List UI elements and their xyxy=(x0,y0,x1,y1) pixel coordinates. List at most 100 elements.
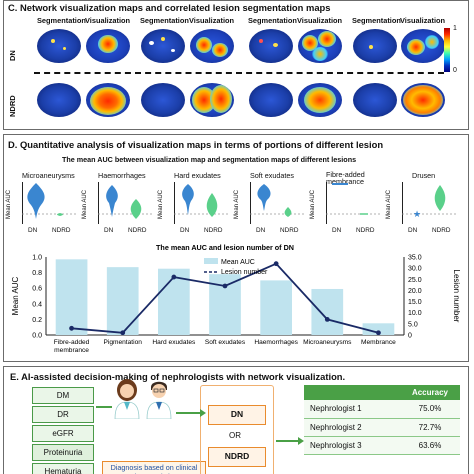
violin-plot xyxy=(326,183,382,215)
x-tick-label: membrance xyxy=(54,347,89,354)
mini-chart-xlabel-ndrd: NDRD xyxy=(52,227,71,234)
mini-chart-title: Drusen xyxy=(412,171,436,180)
option-dn: DN xyxy=(208,405,266,425)
accuracy-table: Accuracy Nephrologist 1 75.0% Nephrologi… xyxy=(304,385,460,455)
dn-segmentation-map xyxy=(353,29,397,63)
mini-chart-drusen: Drusen Mean AUC ★ DN NDRD xyxy=(386,171,460,241)
legend-bar-swatch xyxy=(204,258,218,264)
ndrd-visualization-map xyxy=(190,83,234,117)
mini-chart-title: Soft exudates xyxy=(250,171,294,180)
y-tick-label-right: 5.0 xyxy=(408,321,418,328)
table-row: Nephrologist 1 75.0% xyxy=(304,400,460,419)
bar xyxy=(55,259,88,335)
mini-chart-xlabel-ndrd: NDRD xyxy=(432,227,451,234)
panel-e: E. AI-assisted decision-making of nephro… xyxy=(3,366,469,474)
mini-chart-title: Haemorrhages xyxy=(98,171,146,180)
mini-chart-title: Fibre-added membrance xyxy=(326,170,365,186)
col-label: Visualization xyxy=(400,16,446,25)
y-tick-label-right: 15.0 xyxy=(408,299,422,306)
panel-c: C. Network visualization maps and correl… xyxy=(3,0,469,130)
x-tick-label: Hard exudates xyxy=(152,339,196,346)
violin-plot: ★ xyxy=(402,185,458,220)
colorbar-min-label: 0 xyxy=(453,67,457,74)
y-tick-label-left: 0.6 xyxy=(32,286,42,293)
y-tick-label-right: 0 xyxy=(408,333,412,340)
y-tick-label-right: 30.0 xyxy=(408,266,422,273)
mini-chart-xlabel-ndrd: NDRD xyxy=(356,227,375,234)
table-header-cell: Accuracy xyxy=(399,385,460,400)
bar xyxy=(362,323,395,335)
y-tick-label-left: 0.2 xyxy=(32,317,42,324)
line-point xyxy=(69,325,74,331)
feature-box: Proteinuria xyxy=(32,444,94,461)
nephrologist-name: Nephrologist 1 xyxy=(304,400,400,419)
panel-d-subtitle: The mean AUC between visualization map a… xyxy=(62,155,357,164)
legend-bar-label: Mean AUC xyxy=(221,259,255,266)
row-label-ndrd: NDRD xyxy=(8,95,17,117)
mini-chart-microaneurysms: Microaneurysms Mean AUC DN NDRD xyxy=(6,171,80,241)
accuracy-value: 75.0% xyxy=(399,400,460,419)
legend-line-label: Lesion number xyxy=(221,269,268,276)
mini-chart-axis xyxy=(174,182,230,224)
mini-chart-xlabel-ndrd: NDRD xyxy=(128,227,147,234)
dn-visualization-map xyxy=(298,29,342,63)
panel-e-title: E. AI-assisted decision-making of nephro… xyxy=(10,371,346,382)
clinical-feature-list: DM DR eGFR Proteinuria Hematuria xyxy=(32,387,94,474)
mini-chart-xlabel-ndrd: NDRD xyxy=(280,227,299,234)
nephrologist-name: Nephrologist 3 xyxy=(304,436,400,455)
feature-box: DR xyxy=(32,406,94,423)
diagnosis-options-frame xyxy=(200,385,274,474)
mini-chart-xlabel-ndrd: NDRD xyxy=(204,227,223,234)
col-label: Segmentation xyxy=(37,16,86,25)
y-tick-label-right: 20.0 xyxy=(408,288,422,295)
ndrd-visualization-map xyxy=(401,83,445,117)
female-doctor-icon xyxy=(114,379,140,419)
x-tick-label: Pigmentation xyxy=(103,339,142,346)
y-tick-label-left: 0.4 xyxy=(32,301,42,308)
mini-chart-xlabel-dn: DN xyxy=(256,227,266,234)
ndrd-segmentation-map xyxy=(249,83,293,117)
mini-chart-axis xyxy=(22,182,78,224)
colorbar-max-label: 1 xyxy=(453,25,457,32)
bar xyxy=(106,267,139,335)
y-tick-label-right: 10.0 xyxy=(408,310,422,317)
chart-title: The mean AUC and lesion number of DN xyxy=(156,243,294,252)
mini-chart-axis xyxy=(402,182,458,224)
ndrd-segmentation-map xyxy=(353,83,397,117)
colorbar xyxy=(444,28,450,72)
x-tick-label: Haemorrhages xyxy=(254,339,298,346)
violin-plot xyxy=(98,185,154,219)
dn-segmentation-map xyxy=(37,29,81,63)
line-point xyxy=(171,274,177,280)
table-row: Nephrologist 2 72.7% xyxy=(304,418,460,437)
col-label: Visualization xyxy=(189,16,235,25)
dn-visualization-map xyxy=(401,29,445,63)
y-tick-label-left: 0.8 xyxy=(32,270,42,277)
feature-box: eGFR xyxy=(32,425,94,442)
diagnosis-note-box: Diagnosis based on clinical characterist… xyxy=(102,461,206,474)
bar xyxy=(260,280,292,335)
panel-d-title: D. Quantitative analysis of visualizatio… xyxy=(8,139,384,150)
x-tick-label: Fibre-added xyxy=(54,339,90,346)
mini-chart-title: Hard exudates xyxy=(174,171,221,180)
dashed-divider xyxy=(34,72,444,74)
mini-chart-axis xyxy=(98,182,154,224)
line-point xyxy=(324,317,330,322)
y-tick-label-right: 25.0 xyxy=(408,277,422,284)
col-label: Segmentation xyxy=(248,16,297,25)
mini-chart-axis xyxy=(326,182,382,224)
panel-c-title: C. Network visualization maps and correl… xyxy=(8,2,331,13)
y-tick-label-left: 0.0 xyxy=(32,333,42,340)
dn-segmentation-map xyxy=(141,29,185,63)
combined-bar-line-chart: The mean AUC and lesion number of DN 0.0 0… xyxy=(11,243,461,354)
mini-chart-hard-exudates: Hard exudates Mean AUC DN NDRD xyxy=(158,171,232,241)
accuracy-value: 72.7% xyxy=(399,418,460,437)
mini-chart-axis xyxy=(250,182,306,224)
table-row: Nephrologist 3 63.6% xyxy=(304,436,460,455)
nephrologist-name: Nephrologist 2 xyxy=(304,418,400,437)
option-or-text: OR xyxy=(229,431,241,440)
line-point xyxy=(120,330,126,336)
line-point xyxy=(376,330,381,336)
ndrd-visualization-map xyxy=(86,83,130,117)
flow-arrows xyxy=(96,406,304,445)
